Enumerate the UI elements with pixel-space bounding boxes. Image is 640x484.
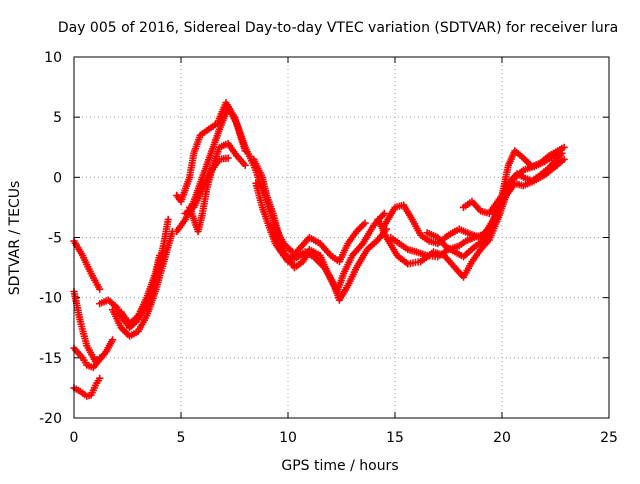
data-point — [164, 215, 172, 223]
data-point — [96, 374, 104, 382]
x-tick-label: 20 — [493, 430, 511, 446]
y-tick-label: 10 — [44, 50, 62, 66]
y-tick-label: -15 — [39, 351, 62, 367]
data-point — [380, 209, 388, 217]
y-tick-label: 5 — [53, 110, 62, 126]
y-tick-label: -10 — [39, 291, 62, 307]
data-point — [96, 285, 104, 293]
data-series — [70, 99, 568, 400]
series-track-q — [374, 155, 568, 281]
series-track-r — [423, 144, 566, 261]
series-track-i — [173, 99, 249, 205]
data-point — [156, 251, 164, 260]
series-track-d — [70, 374, 104, 400]
data-point — [361, 219, 369, 227]
x-tick-label: 10 — [279, 430, 297, 446]
y-tick-label: 0 — [53, 170, 62, 186]
series-track-n — [267, 219, 369, 266]
series-track-s — [459, 185, 510, 217]
data-point — [241, 147, 249, 155]
data-point — [560, 155, 568, 163]
data-point — [356, 224, 364, 232]
plot-frame — [73, 56, 610, 419]
x-tick-label: 15 — [386, 430, 404, 446]
series-track-a — [70, 237, 104, 293]
chart-title: Day 005 of 2016, Sidereal Day-to-day VTE… — [58, 20, 618, 36]
y-axis-label: SDTVAR / TECUs — [7, 181, 23, 296]
series-track-g — [117, 251, 164, 328]
data-point — [359, 221, 367, 229]
axis-ticks: 0 5 10 15 20 25 -20 -15 -10 -5 0 5 10 — [39, 50, 618, 446]
x-tick-label: 25 — [600, 430, 618, 446]
series-track-k — [181, 154, 232, 217]
data-point — [558, 144, 566, 153]
y-tick-label: -20 — [39, 411, 62, 427]
data-point — [502, 185, 510, 193]
data-point — [108, 336, 117, 344]
x-tick-label: 0 — [70, 430, 79, 446]
y-tick-label: -5 — [48, 231, 62, 247]
x-tick-label: 5 — [177, 430, 186, 446]
data-point — [224, 154, 232, 162]
data-point — [241, 161, 249, 169]
grid-lines — [74, 57, 609, 418]
x-axis-label: GPS time / hours — [281, 458, 398, 474]
series-track-f — [108, 227, 176, 340]
